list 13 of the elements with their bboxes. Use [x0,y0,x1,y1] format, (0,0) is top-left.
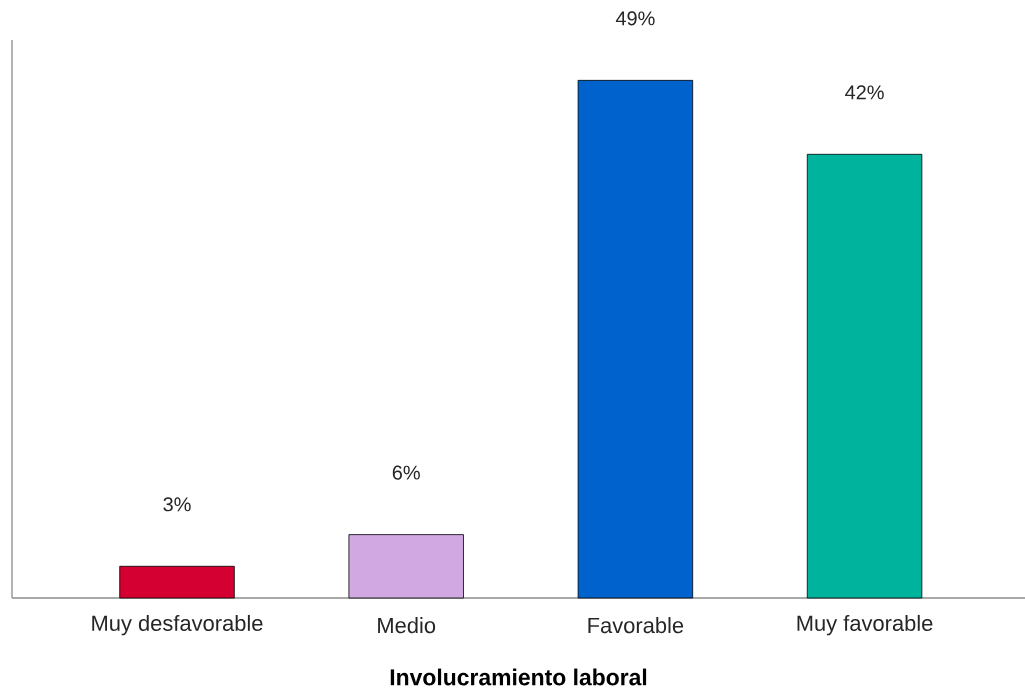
bar [348,534,464,599]
data-label: 3% [163,497,191,512]
bar [806,153,923,599]
x-tick-label: Muy desfavorable [92,614,263,636]
x-tick-label: Medio [378,617,436,634]
data-label: 42% [845,85,884,100]
x-tick-label: Favorable [588,617,684,634]
x-tick-label: Muy favorable [797,614,933,636]
data-label: 49% [615,11,655,26]
bar [577,79,694,599]
data-label: 6% [392,465,420,480]
x-axis-title: Involucramiento laboral [390,668,647,686]
bar [119,565,235,599]
